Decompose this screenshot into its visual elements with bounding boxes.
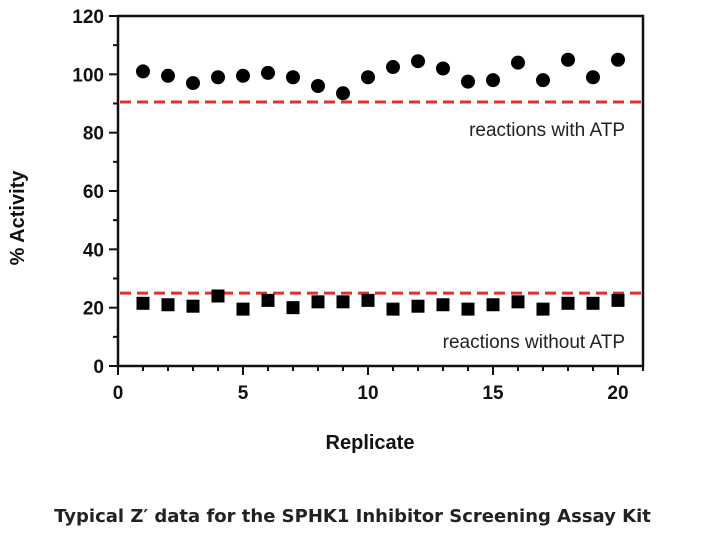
data-point-square: [236, 302, 250, 316]
data-point-circle: [586, 70, 600, 85]
data-point-square: [586, 296, 600, 310]
data-point-square: [336, 295, 350, 309]
x-tick-label: 20: [607, 383, 628, 404]
data-point-circle: [311, 79, 325, 93]
x-tick-label: 5: [238, 383, 249, 404]
data-point-circle: [486, 73, 500, 88]
data-point-circle: [561, 52, 575, 67]
data-point-square: [261, 293, 275, 307]
data-point-circle: [536, 73, 550, 88]
plot-area: 0 20 40 60 80 100 120 0 5 10 15 20: [72, 7, 645, 404]
data-point-circle: [186, 76, 200, 91]
x-axis-label: Replicate: [326, 432, 415, 454]
data-point-square: [311, 295, 325, 309]
data-point-square: [186, 299, 200, 313]
data-point-circle: [461, 74, 475, 89]
x-tick-label: 10: [357, 383, 378, 404]
data-point-circle: [511, 55, 525, 70]
data-point-square: [486, 298, 500, 312]
figure-caption: Typical Z′ data for the SPHK1 Inhibitor …: [54, 506, 651, 527]
data-point-square: [461, 302, 475, 316]
x-tick-label: 15: [482, 383, 504, 404]
data-point-circle: [611, 52, 625, 67]
data-point-circle: [361, 70, 375, 85]
data-point-circle: [411, 54, 425, 69]
data-point-square: [561, 296, 575, 310]
data-point-circle: [211, 70, 225, 85]
annotation-with-atp: reactions with ATP: [469, 120, 625, 141]
data-point-square: [436, 298, 450, 312]
data-point-square: [136, 296, 150, 310]
data-point-square: [286, 301, 300, 315]
y-axis-label: % Activity: [7, 170, 29, 266]
data-point-circle: [161, 68, 175, 83]
y-tick-label: 120: [72, 7, 104, 28]
data-point-square: [411, 299, 425, 313]
y-tick-label: 100: [72, 65, 104, 86]
y-tick-label: 0: [93, 357, 104, 378]
data-point-circle: [136, 64, 150, 79]
x-tick-label: 0: [113, 383, 124, 404]
data-point-circle: [236, 68, 250, 83]
y-tick-label: 20: [83, 299, 104, 320]
data-point-circle: [336, 86, 350, 101]
scatter-chart: 0 20 40 60 80 100 120 0 5 10 15 20 Replicate % Acti…: [7, 7, 645, 454]
plot-frame: [116, 14, 645, 368]
data-point-circle: [386, 60, 400, 75]
data-point-square: [161, 298, 175, 312]
y-tick-label: 40: [83, 240, 104, 261]
data-point-square: [611, 293, 625, 307]
data-point-square: [536, 302, 550, 316]
data-point-square: [361, 293, 375, 307]
data-point-circle: [286, 70, 300, 85]
data-point-square: [511, 295, 525, 309]
data-point-square: [211, 289, 225, 303]
data-point-square: [386, 302, 400, 316]
data-point-circle: [436, 61, 450, 76]
y-tick-label: 60: [83, 182, 104, 203]
data-point-circle: [261, 65, 275, 80]
annotation-without-atp: reactions without ATP: [443, 332, 625, 353]
y-tick-label: 80: [83, 124, 104, 145]
